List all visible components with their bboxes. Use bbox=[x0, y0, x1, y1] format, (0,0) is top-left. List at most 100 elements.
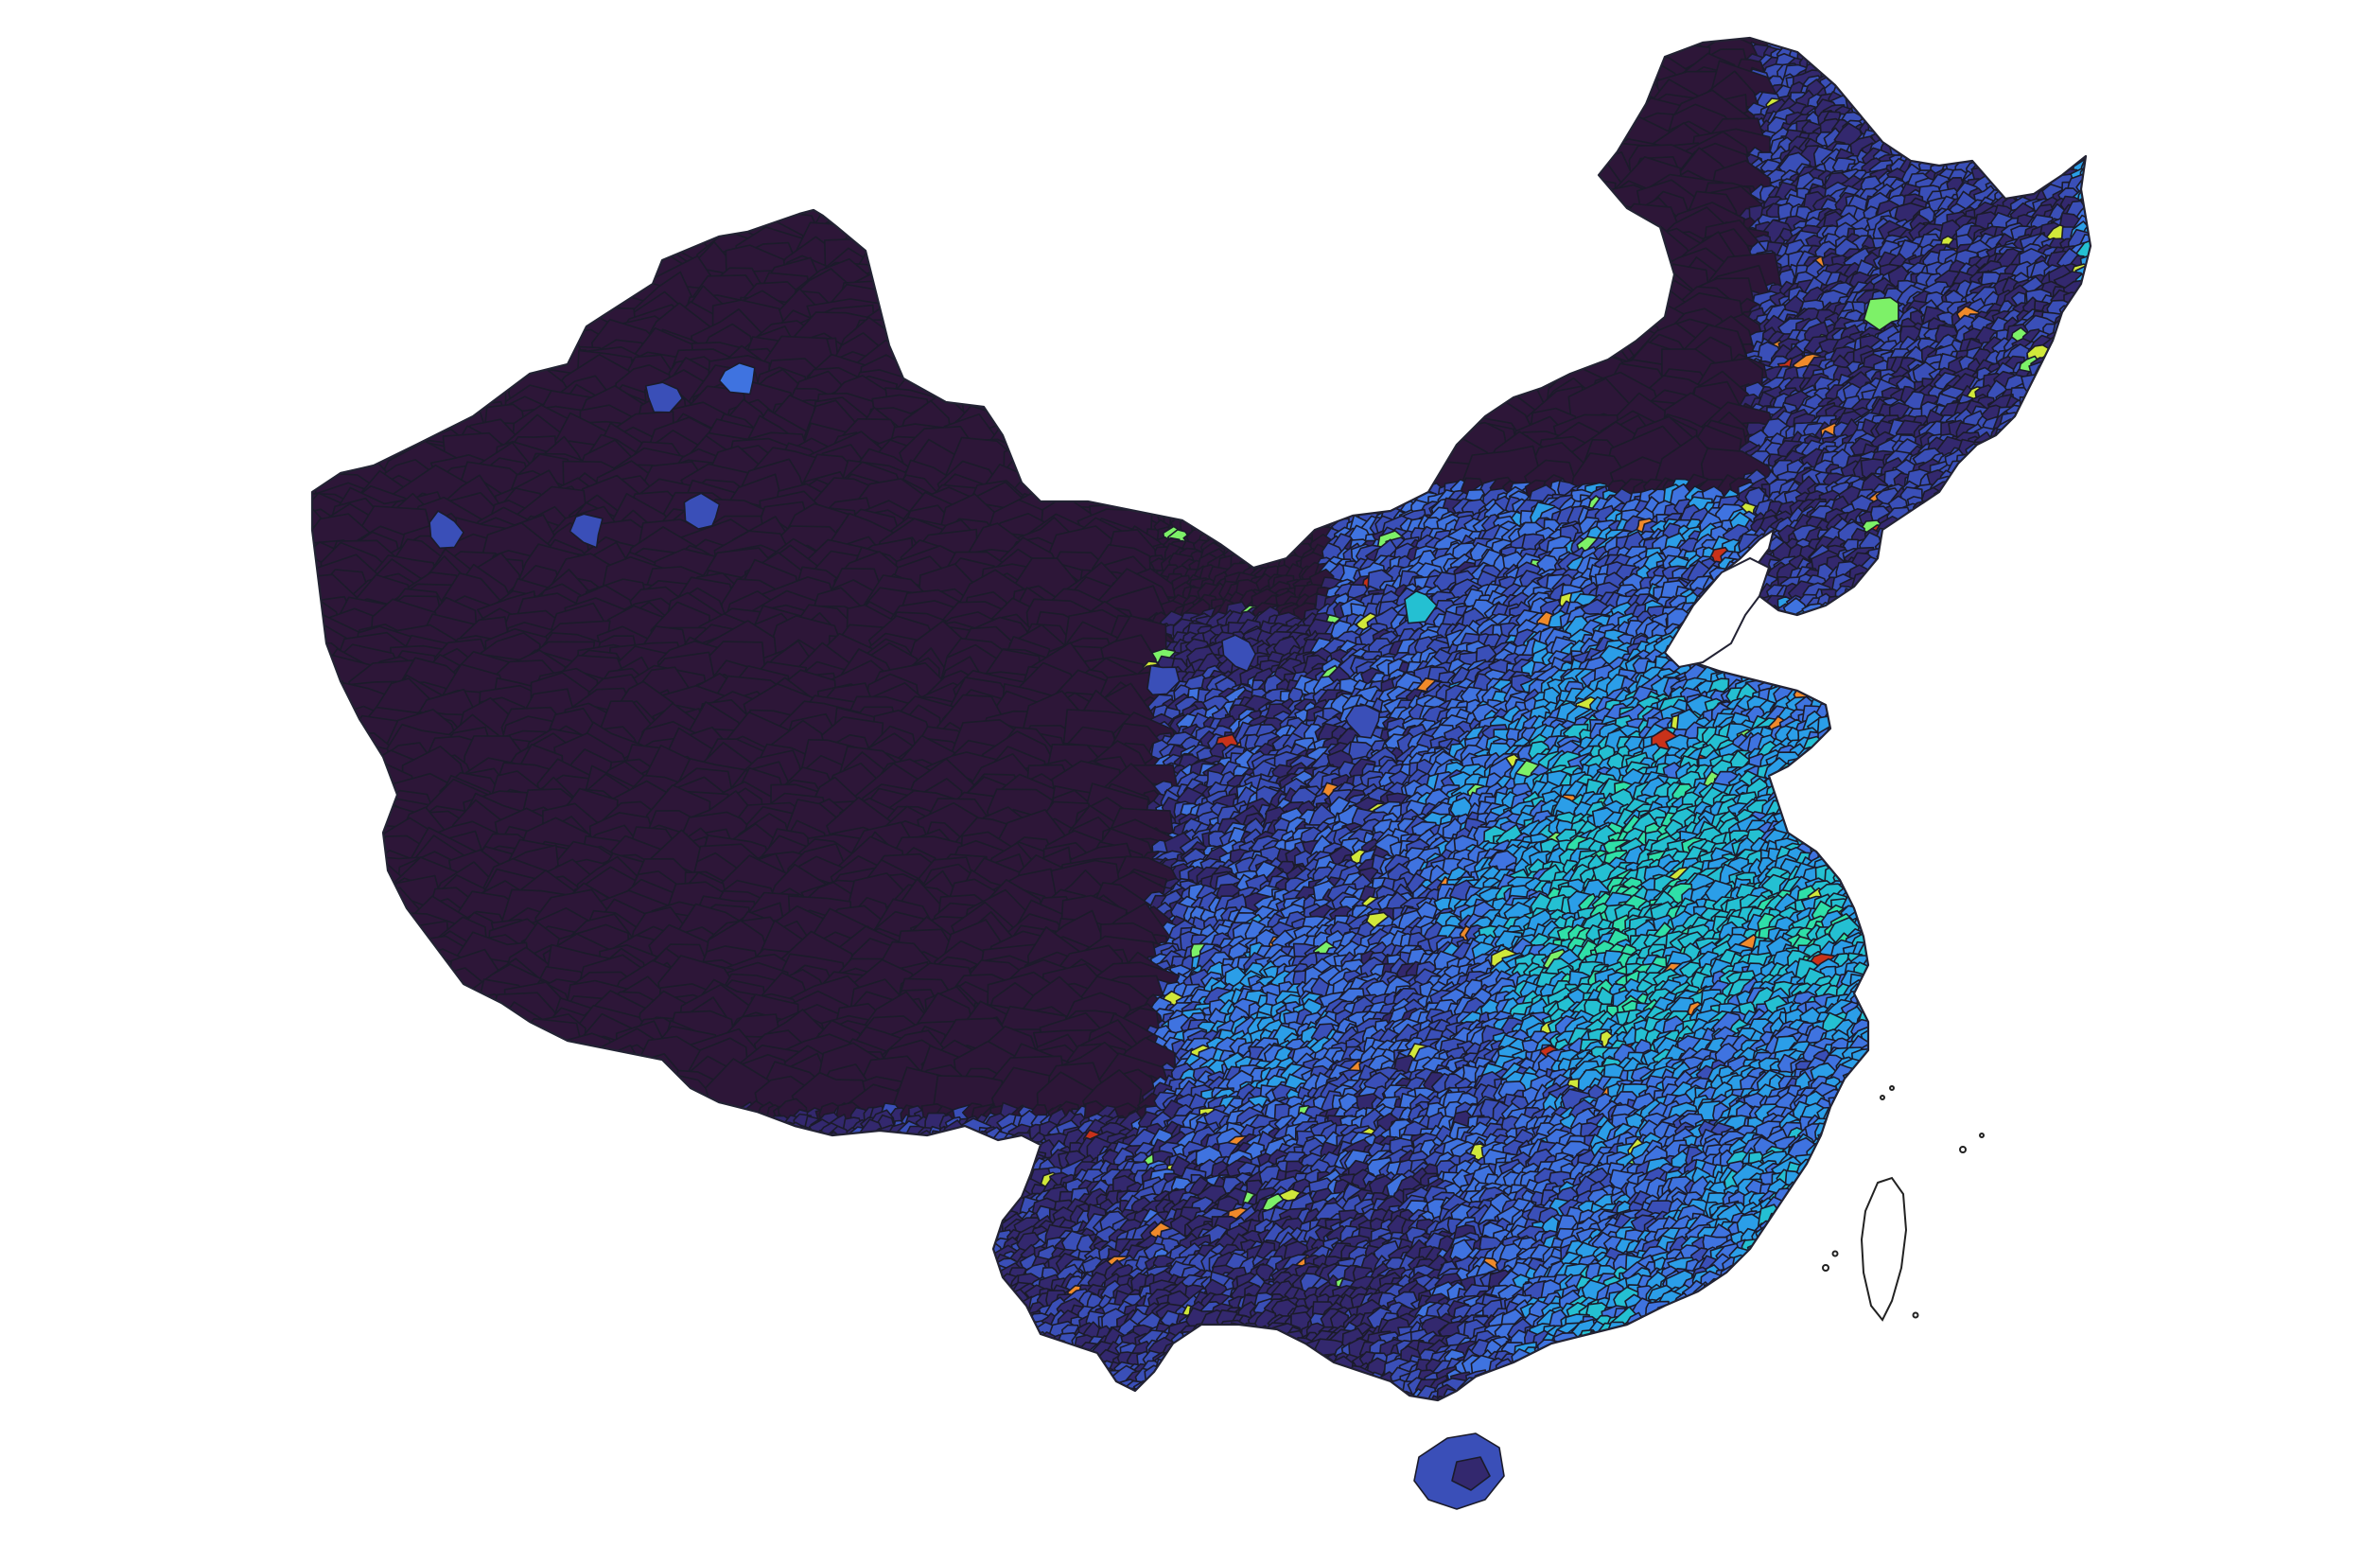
region-cell bbox=[1876, 104, 1902, 129]
region-cell bbox=[982, 126, 1060, 220]
region-cell bbox=[1296, 300, 1360, 361]
region-cell bbox=[1421, 219, 1484, 274]
region-cell bbox=[965, 187, 1040, 258]
region-cell bbox=[649, 49, 720, 102]
region-cell bbox=[2056, 508, 2087, 537]
region-cell bbox=[551, 42, 614, 103]
region-cell bbox=[386, 38, 446, 102]
region-cell bbox=[1199, 493, 1219, 510]
region-cell bbox=[1108, 201, 1173, 253]
region-cell bbox=[1355, 38, 1430, 75]
region-cell bbox=[1483, 44, 1571, 121]
region-cell bbox=[883, 165, 965, 240]
region-cell bbox=[1828, 38, 1848, 41]
region-cell bbox=[360, 183, 446, 262]
region-cell bbox=[1917, 559, 1946, 587]
region-cell bbox=[1075, 272, 1146, 352]
region-cell bbox=[545, 234, 621, 306]
region-cell bbox=[1494, 74, 1575, 163]
region-cell bbox=[1264, 45, 1327, 109]
region-cell bbox=[1129, 137, 1197, 204]
region-cell bbox=[2012, 499, 2037, 526]
region-cell bbox=[1267, 255, 1347, 331]
region-cell bbox=[953, 38, 1006, 95]
region-cell bbox=[1981, 38, 2009, 61]
region-cell bbox=[1888, 81, 1916, 108]
region-cell bbox=[2021, 76, 2040, 96]
region-cell bbox=[1123, 38, 1189, 64]
region-cell bbox=[1525, 146, 1602, 219]
region-cell bbox=[312, 414, 351, 466]
region-cell bbox=[476, 125, 536, 193]
region-cell bbox=[1934, 90, 1965, 120]
region-cell bbox=[1020, 291, 1083, 355]
region-cell bbox=[2012, 545, 2032, 568]
region-cell bbox=[972, 55, 1032, 128]
region-cell bbox=[984, 126, 1052, 193]
region-cell bbox=[1815, 38, 1837, 43]
region-cell bbox=[904, 302, 969, 372]
region-cell bbox=[1129, 92, 1182, 147]
region-cell bbox=[1070, 245, 1127, 313]
region-cell bbox=[1871, 75, 1890, 94]
region-cell bbox=[1542, 196, 1597, 257]
region-cell bbox=[592, 123, 677, 203]
region-cell bbox=[363, 331, 418, 399]
region-cell bbox=[1301, 500, 1323, 521]
region-cell bbox=[2077, 108, 2091, 137]
region-cell bbox=[406, 49, 482, 101]
region-cell bbox=[312, 38, 332, 66]
region-cell bbox=[600, 38, 686, 113]
region-cell bbox=[1438, 38, 1502, 75]
region-cell bbox=[1146, 38, 1212, 72]
region-cell bbox=[1359, 410, 1426, 496]
region-cell bbox=[412, 68, 513, 142]
region-cell bbox=[2068, 442, 2091, 466]
region-cell bbox=[1955, 105, 1980, 132]
region-cell bbox=[1860, 38, 1882, 45]
region-cell bbox=[315, 71, 400, 149]
region-cell bbox=[1320, 124, 1388, 196]
region-cell bbox=[2029, 65, 2055, 93]
region-cell bbox=[1166, 385, 1218, 451]
region-cell bbox=[2075, 599, 2091, 625]
region-cell bbox=[930, 296, 980, 355]
region-cell bbox=[2056, 564, 2090, 592]
region-cell bbox=[969, 38, 1036, 65]
region-cell bbox=[2067, 568, 2091, 593]
region-cell bbox=[1925, 38, 1953, 39]
region-cell bbox=[543, 181, 618, 243]
region-cell bbox=[1344, 259, 1409, 309]
region-cell bbox=[2054, 372, 2080, 399]
region-cell bbox=[2014, 159, 2039, 184]
region-cell bbox=[1264, 79, 1322, 161]
region-cell bbox=[1910, 66, 1934, 83]
region-cell bbox=[1118, 418, 1181, 484]
region-cell bbox=[1011, 205, 1073, 265]
region-cell bbox=[2015, 579, 2037, 596]
region-cell bbox=[1975, 142, 1998, 164]
region-cell bbox=[312, 231, 381, 312]
region-cell bbox=[1128, 278, 1202, 346]
region-cell bbox=[1925, 101, 1952, 125]
region-cell bbox=[1517, 301, 1581, 374]
region-cell bbox=[1901, 38, 1930, 60]
region-cell bbox=[2012, 54, 2037, 75]
region-cell bbox=[312, 254, 358, 326]
region-cell bbox=[1953, 536, 1976, 556]
region-cell bbox=[1366, 307, 1442, 389]
region-cell bbox=[1296, 511, 1317, 532]
region-cell bbox=[1251, 297, 1301, 363]
region-cell bbox=[1522, 85, 1607, 164]
region-cell bbox=[1440, 109, 1516, 177]
region-cell bbox=[312, 288, 338, 348]
region-cell bbox=[442, 204, 504, 262]
region-cell bbox=[2004, 168, 2021, 189]
region-cell bbox=[1321, 331, 1407, 427]
region-cell bbox=[1041, 57, 1129, 136]
region-cell bbox=[1965, 501, 1986, 524]
region-cell bbox=[386, 101, 463, 171]
region-cell bbox=[1229, 508, 1251, 530]
region-cell bbox=[1052, 104, 1129, 172]
region-cell bbox=[1984, 64, 2006, 87]
